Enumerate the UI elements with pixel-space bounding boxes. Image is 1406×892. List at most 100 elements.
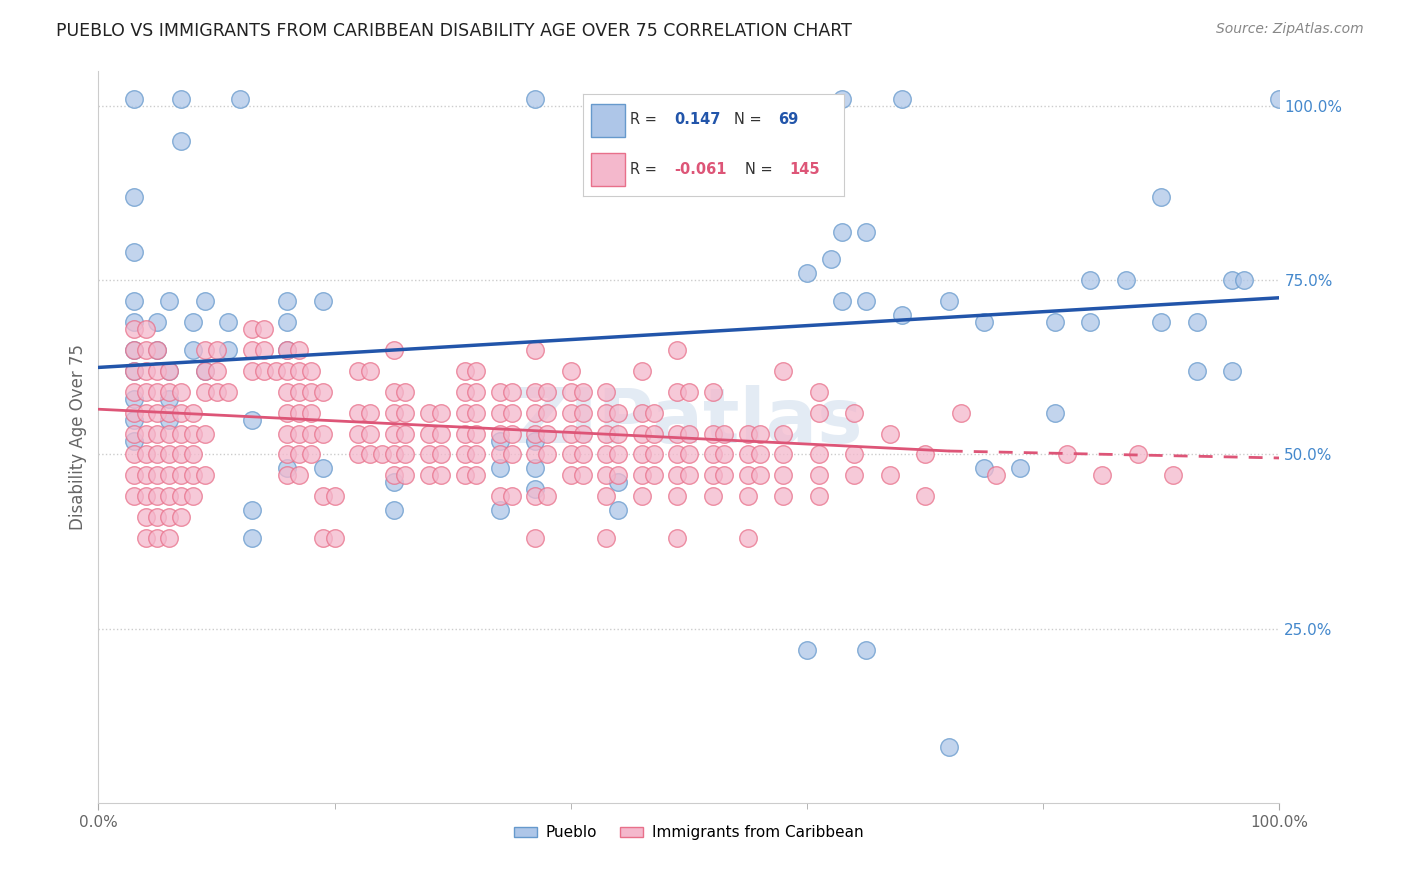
Point — [465, 364, 488, 378]
Point — [501, 489, 523, 503]
Point — [382, 468, 405, 483]
Point — [312, 384, 335, 399]
Point — [453, 406, 475, 420]
Point — [501, 448, 523, 462]
Point — [1185, 315, 1208, 329]
Point — [312, 294, 335, 309]
Point — [595, 448, 617, 462]
Point — [371, 448, 394, 462]
Point — [181, 468, 204, 483]
Point — [122, 343, 145, 357]
Point — [702, 468, 724, 483]
Point — [276, 315, 298, 329]
Point — [122, 315, 145, 329]
Point — [702, 448, 724, 462]
Point — [666, 448, 689, 462]
Point — [595, 406, 617, 420]
Point — [430, 448, 453, 462]
Point — [194, 468, 217, 483]
Text: PUEBLO VS IMMIGRANTS FROM CARIBBEAN DISABILITY AGE OVER 75 CORRELATION CHART: PUEBLO VS IMMIGRANTS FROM CARIBBEAN DISA… — [56, 22, 852, 40]
Point — [748, 426, 770, 441]
Point — [194, 343, 217, 357]
Point — [607, 503, 630, 517]
Point — [299, 448, 322, 462]
Point — [879, 426, 901, 441]
Point — [394, 468, 416, 483]
Point — [157, 406, 180, 420]
Point — [312, 461, 335, 475]
Point — [536, 448, 558, 462]
Point — [560, 448, 582, 462]
Point — [678, 448, 700, 462]
Point — [194, 294, 217, 309]
Point — [607, 475, 630, 490]
Point — [276, 364, 298, 378]
Point — [772, 448, 794, 462]
Point — [571, 448, 593, 462]
Point — [713, 426, 735, 441]
Point — [157, 294, 180, 309]
Point — [264, 364, 287, 378]
Point — [855, 225, 877, 239]
Point — [205, 384, 228, 399]
Point — [240, 343, 263, 357]
Point — [253, 364, 276, 378]
Point — [643, 426, 665, 441]
Point — [170, 92, 193, 106]
Point — [157, 489, 180, 503]
Point — [205, 364, 228, 378]
Point — [135, 406, 157, 420]
Text: 0.147: 0.147 — [675, 112, 721, 128]
Point — [122, 190, 145, 204]
Point — [666, 384, 689, 399]
Point — [536, 384, 558, 399]
Point — [122, 294, 145, 309]
Point — [524, 92, 547, 106]
Point — [844, 468, 866, 483]
Point — [122, 364, 145, 378]
Point — [844, 448, 866, 462]
Point — [879, 468, 901, 483]
Point — [1115, 273, 1137, 287]
Point — [630, 448, 652, 462]
Point — [240, 412, 263, 426]
Point — [430, 426, 453, 441]
Point — [288, 448, 311, 462]
Point — [772, 364, 794, 378]
Point — [418, 468, 440, 483]
Point — [524, 384, 547, 399]
Point — [170, 384, 193, 399]
Point — [571, 468, 593, 483]
Point — [489, 384, 512, 399]
Point — [1161, 468, 1184, 483]
Point — [560, 426, 582, 441]
Bar — [592, 104, 626, 136]
Point — [170, 134, 193, 148]
Point — [122, 343, 145, 357]
Point — [312, 426, 335, 441]
Point — [949, 406, 972, 420]
Point — [1126, 448, 1149, 462]
Point — [595, 468, 617, 483]
Point — [1043, 315, 1066, 329]
Point — [702, 489, 724, 503]
Point — [312, 531, 335, 545]
Point — [359, 364, 381, 378]
Point — [630, 406, 652, 420]
Point — [157, 412, 180, 426]
Point — [678, 426, 700, 441]
Point — [643, 406, 665, 420]
Point — [643, 468, 665, 483]
Point — [501, 406, 523, 420]
Point — [299, 364, 322, 378]
Point — [489, 448, 512, 462]
Point — [666, 489, 689, 503]
Point — [831, 92, 853, 106]
Point — [122, 412, 145, 426]
Point — [157, 426, 180, 441]
Point — [418, 406, 440, 420]
Legend: Pueblo, Immigrants from Caribbean: Pueblo, Immigrants from Caribbean — [508, 819, 870, 847]
Point — [181, 315, 204, 329]
Point — [630, 489, 652, 503]
Point — [524, 483, 547, 497]
